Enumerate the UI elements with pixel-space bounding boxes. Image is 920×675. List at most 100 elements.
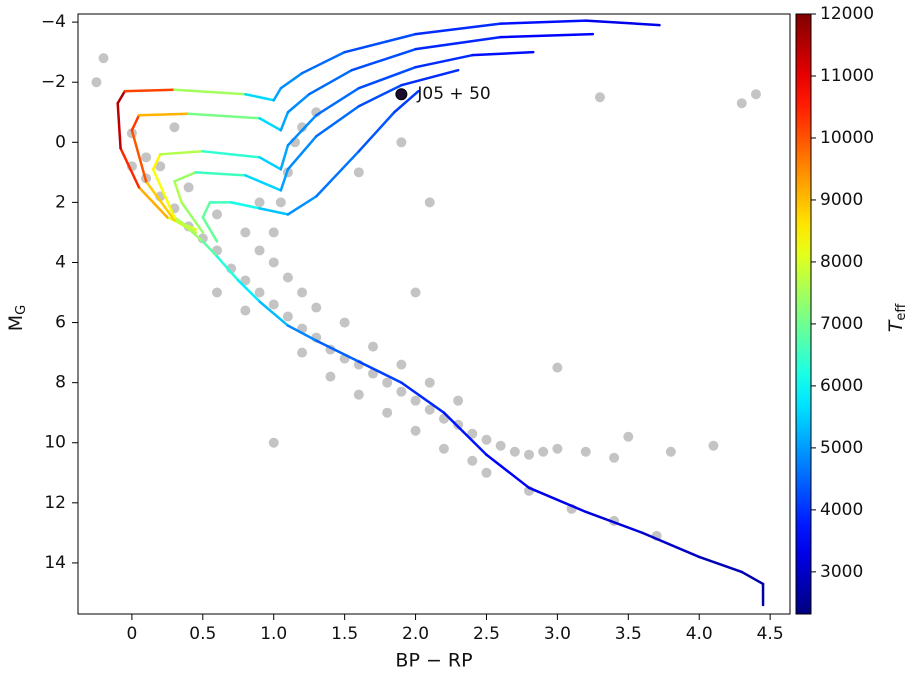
star-point (240, 227, 251, 238)
star-point (609, 452, 620, 463)
isochrone-segment (357, 110, 396, 153)
isochrone-segment (740, 570, 765, 586)
star-point (368, 341, 379, 352)
y-tick-label: 6 (55, 313, 66, 333)
x-tick-label: 1.5 (331, 624, 358, 644)
star-point (424, 197, 435, 208)
star-point (424, 377, 435, 388)
star-point (197, 233, 208, 244)
star-point (552, 362, 563, 373)
annotation: J05 + 50 (416, 84, 490, 104)
star-point (91, 77, 102, 88)
star-point (708, 440, 719, 451)
isochrone-segment (159, 150, 205, 156)
isochrone-segment (116, 101, 122, 150)
star-point (240, 275, 251, 286)
star-point (169, 122, 180, 133)
star-point (665, 446, 676, 457)
isochrone-segment (258, 207, 290, 216)
star-point (396, 386, 407, 397)
y-axis-label-sub: G (14, 305, 29, 315)
star-point (495, 440, 506, 451)
isochrone-segment (414, 22, 502, 36)
star-point (268, 299, 279, 310)
colorbar-tick-label: 7000 (820, 314, 863, 334)
star-point (311, 302, 322, 313)
star-point (268, 437, 279, 448)
isochrone-segment (244, 174, 283, 192)
x-tick-label: 0 (126, 624, 137, 644)
isochrone-segment (315, 150, 361, 198)
y-tick-label: 10 (44, 433, 66, 453)
isochrone-segment (229, 201, 261, 210)
star-point (141, 152, 152, 163)
isochrone-segment (173, 180, 183, 204)
x-tick-label: 2.0 (402, 624, 429, 644)
colorbar (795, 13, 812, 615)
isochrone-segment (400, 68, 460, 87)
isochrone-segment (180, 201, 205, 234)
star-point (481, 434, 492, 445)
isochrone-segment (151, 153, 162, 171)
plot-frame (77, 13, 791, 615)
isochrone-segment (279, 110, 290, 132)
star-point (509, 446, 520, 457)
y-tick-label: 0 (55, 132, 66, 152)
colorbar-tick-label: 5000 (820, 438, 863, 458)
isochrone-segment (187, 112, 261, 120)
isochrone-segment (357, 83, 403, 108)
isochrone-segment (584, 510, 644, 535)
colorbar-tick-label: 10000 (820, 128, 874, 148)
star-point (353, 389, 364, 400)
star-point (240, 305, 251, 316)
star-point (580, 446, 591, 457)
isochrone-segment (173, 171, 197, 183)
isochrone-segment (258, 156, 283, 171)
star-point (382, 377, 393, 388)
isochrone-segment (485, 453, 531, 490)
x-tick-label: 1.0 (260, 624, 287, 644)
isochrone-segment (442, 411, 488, 457)
x-tick-label: 3.5 (615, 624, 642, 644)
star-point (254, 245, 265, 256)
isochrone-segment (343, 32, 417, 54)
colorbar-tick-label: 4000 (820, 500, 863, 520)
star-point (524, 449, 535, 460)
star-point (339, 317, 350, 328)
y-tick-label: 12 (44, 493, 66, 513)
star-point (552, 443, 563, 454)
isochrone-segment (641, 531, 701, 559)
star-point (282, 311, 293, 322)
colorbar-label-sub: eff (894, 303, 909, 321)
colorbar-label: Teff (885, 303, 909, 333)
star-point (538, 446, 549, 457)
star-point (353, 167, 364, 178)
colorbar-tick-label: 11000 (820, 66, 874, 86)
star-point (410, 287, 421, 298)
star-point (183, 182, 194, 193)
y-tick-label: −4 (41, 12, 66, 32)
isochrone-segment (173, 216, 197, 234)
x-tick-label: 4.0 (686, 624, 713, 644)
isochrone-segment (471, 50, 535, 57)
isochrone-segment (272, 86, 283, 102)
isochrone-segment (527, 486, 588, 514)
isochrone-segment (300, 50, 346, 75)
star-point (396, 137, 407, 148)
isochrone-segment (499, 32, 595, 39)
isochrone-segment (315, 86, 361, 117)
isochrone-segment (357, 360, 403, 384)
isochrone-segment (286, 92, 311, 114)
star-point (254, 197, 265, 208)
star-point (297, 287, 308, 298)
star-point (211, 209, 222, 220)
isochrone-segment (119, 147, 141, 189)
star-point (254, 287, 265, 298)
x-axis-label: BP − RP (395, 650, 472, 672)
y-tick-label: 4 (55, 252, 66, 272)
x-tick-label: 2.5 (473, 624, 500, 644)
y-tick-label: −2 (41, 72, 66, 92)
star-point (282, 272, 293, 283)
star-point (438, 443, 449, 454)
isochrone-segment (393, 89, 420, 114)
